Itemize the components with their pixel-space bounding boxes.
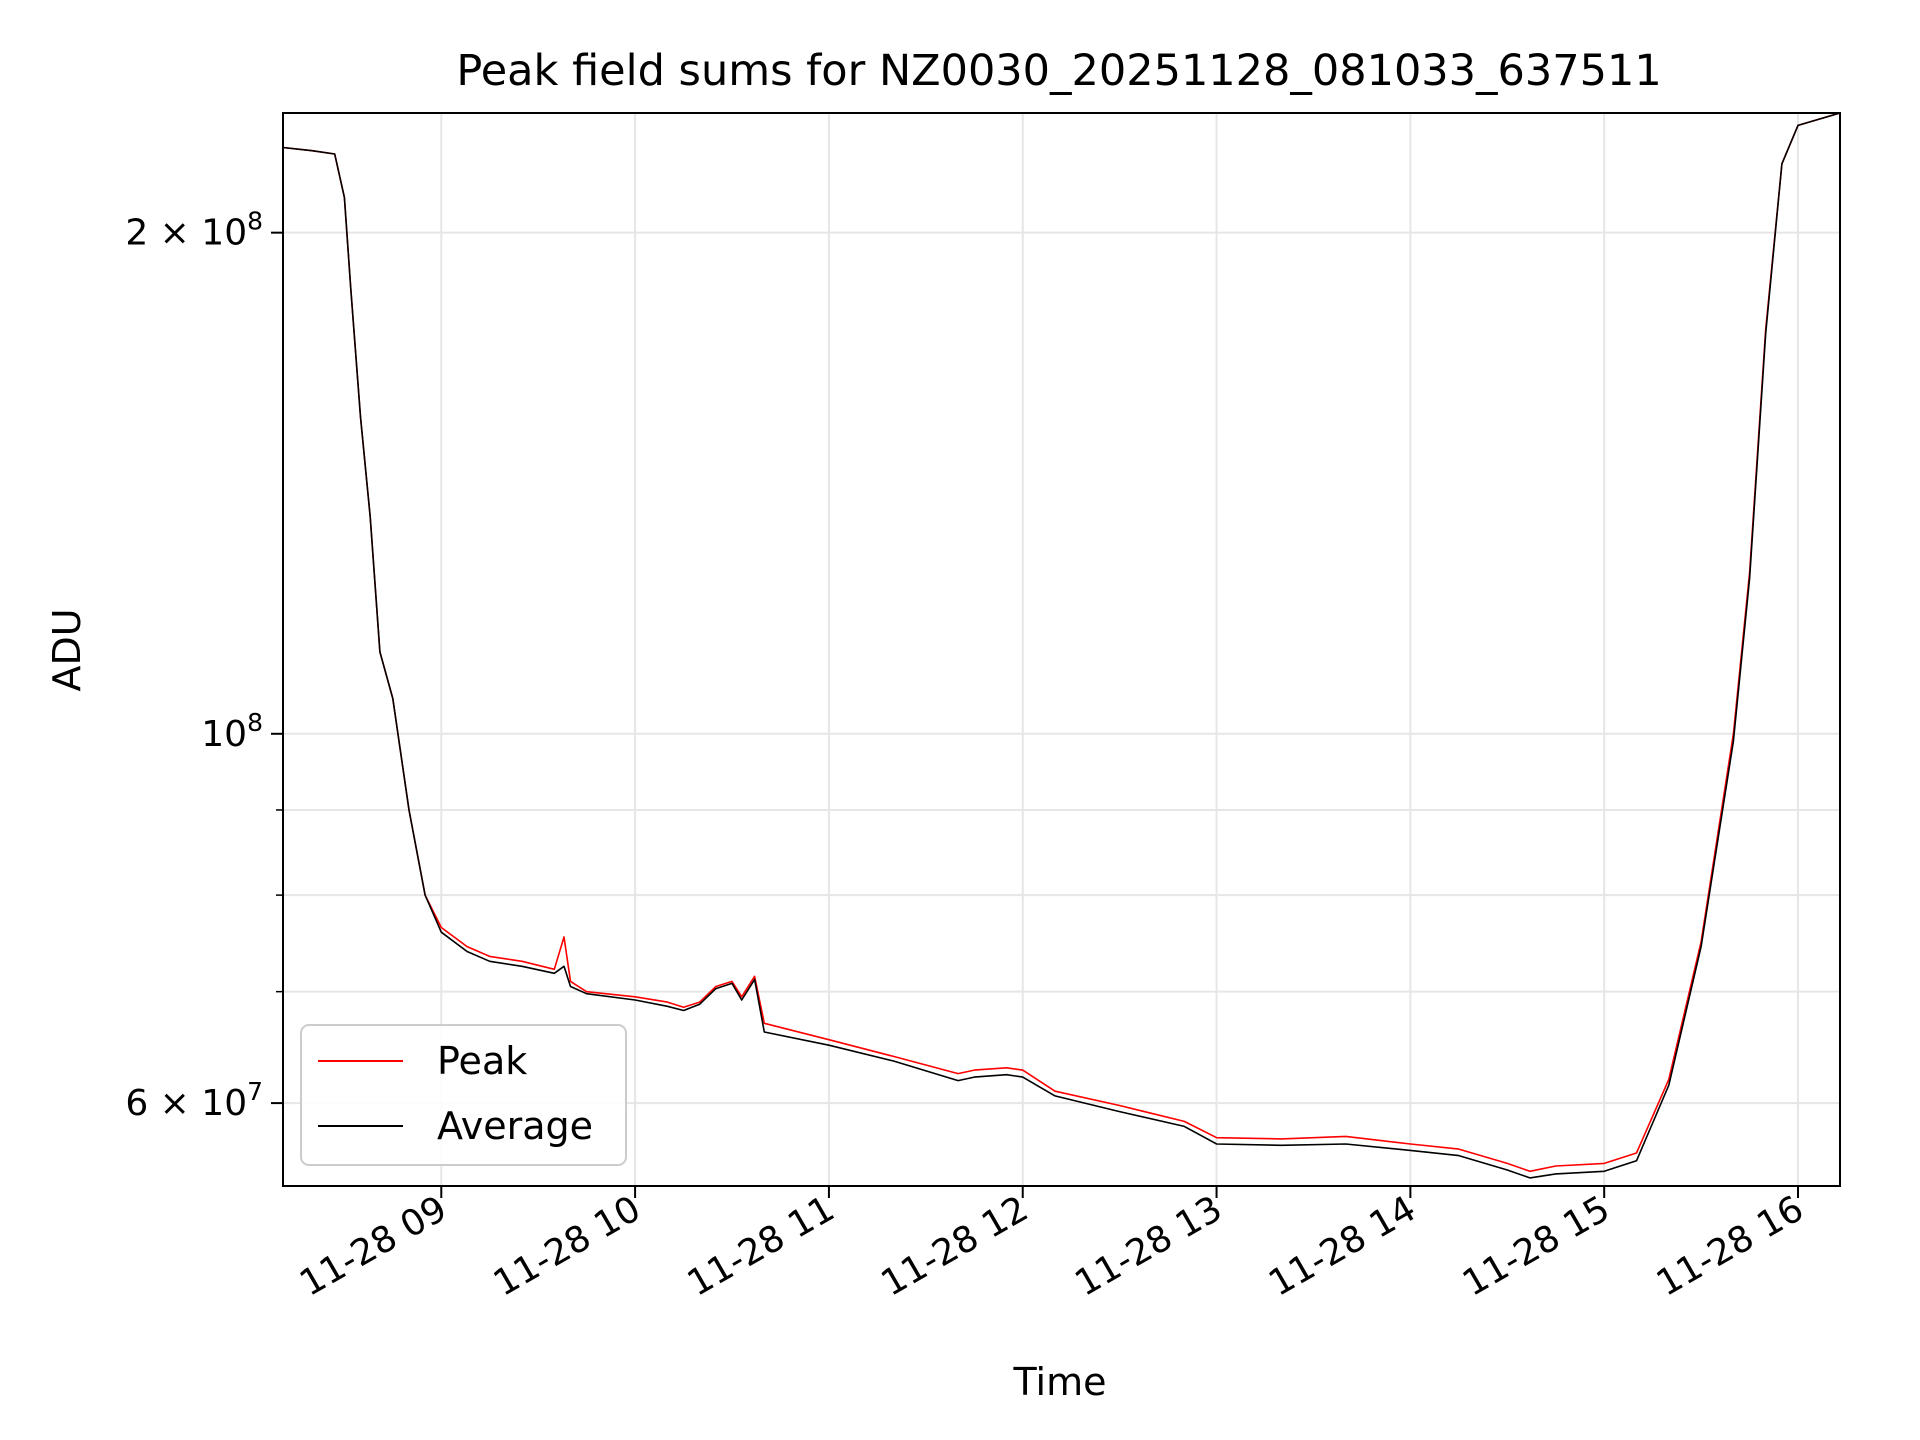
x-axis-label: Time [1013,1360,1107,1404]
series-lines [282,112,1841,1179]
legend-label-peak: Peak [437,1039,527,1083]
legend-label-average: Average [437,1104,593,1148]
y-tick-label: 2 × 108 [125,207,263,254]
plot-frame [282,112,1841,1187]
y-axis: 6 × 107 108 2 × 108 [125,207,283,1124]
legend: Peak Average [300,1024,627,1166]
y-tick-label: 6 × 107 [125,1077,263,1124]
y-tick-label: 108 [201,708,263,755]
y-axis-label: ADU [45,608,89,691]
chart-title: Peak field sums for NZ0030_20251128_0810… [456,46,1661,96]
series-line-average [282,112,1841,1179]
